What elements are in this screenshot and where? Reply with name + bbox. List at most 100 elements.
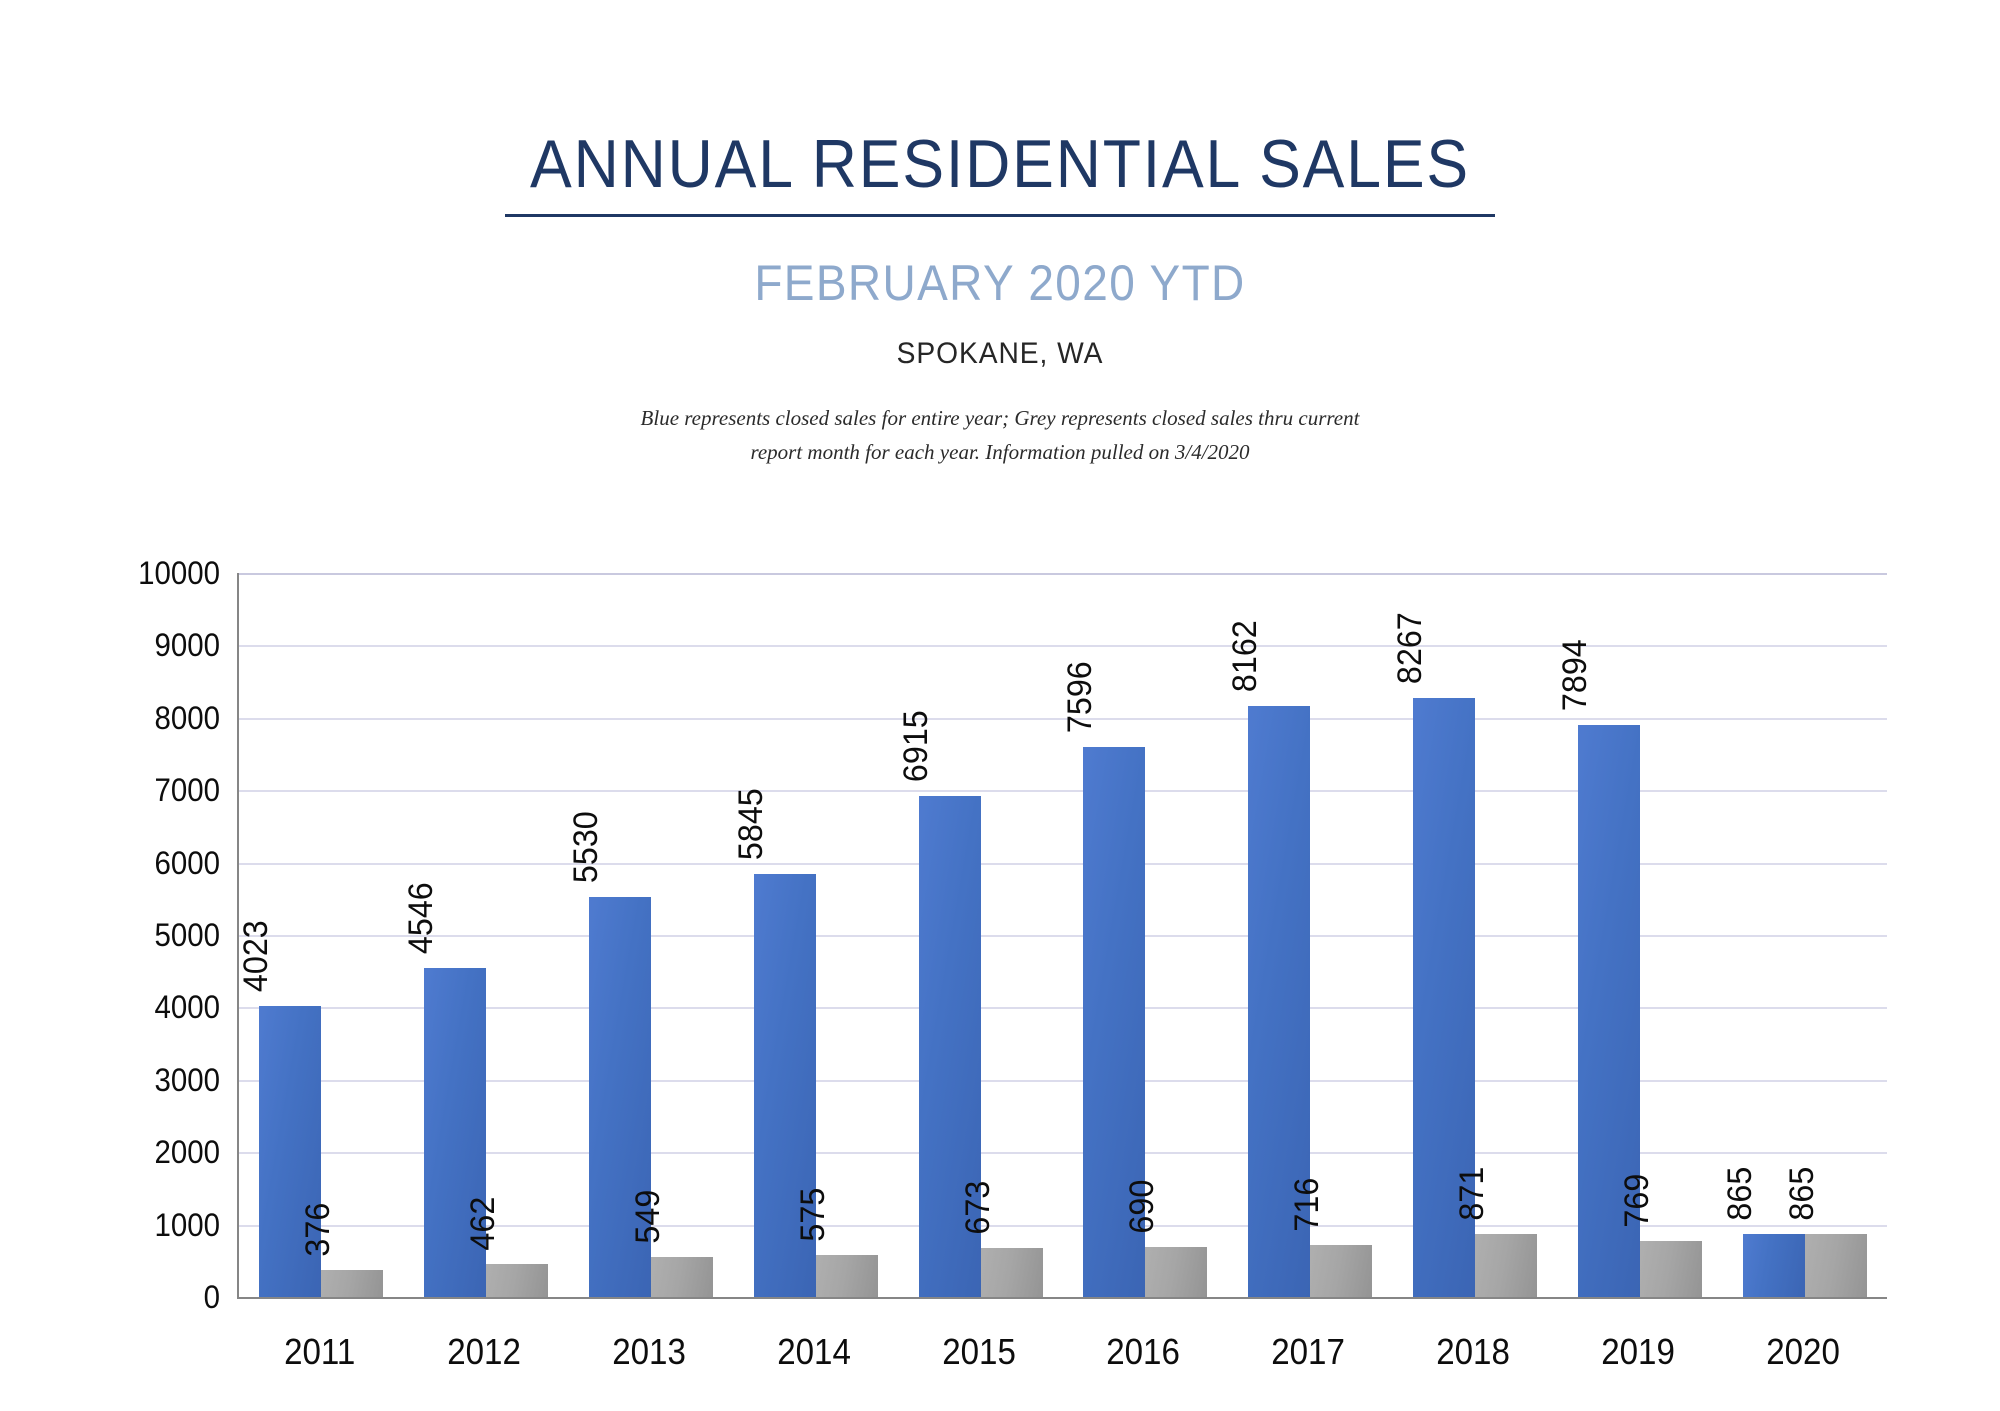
bar-group-2018: 8267 871 — [1391, 573, 1558, 1297]
gridline — [239, 1152, 1887, 1155]
gridline — [239, 1007, 1887, 1010]
bar-value-label: 376 — [299, 1202, 338, 1257]
bar-2018-series-1[interactable]: 8267 — [1391, 613, 1475, 1297]
x-axis-tick-2017: 2017 — [1271, 1331, 1346, 1372]
x-axis-tick-2018: 2018 — [1436, 1331, 1510, 1372]
bar-slot: 769 — [1618, 573, 1702, 1297]
bar-2019-series-2[interactable]: 769 — [1618, 1174, 1702, 1297]
bar-2013-series-1[interactable]: 5530 — [567, 811, 651, 1297]
bar-2015-series-2[interactable]: 673 — [959, 1181, 1043, 1297]
bar-value-label: 4546 — [402, 882, 441, 954]
y-axis-tick-label: 9000 — [154, 627, 220, 664]
plot-area: 4023 376 4546 462 5530 549 5845 575 6915 673 7596 6… — [237, 573, 1887, 1299]
y-axis-tick-label: 4000 — [154, 989, 220, 1026]
bar-2012-series-1[interactable]: 4546 — [402, 882, 487, 1297]
gridline — [239, 862, 1887, 865]
bar-2019-series-1[interactable]: 7894 — [1556, 640, 1640, 1297]
bar-group-2013: 5530 549 — [567, 573, 734, 1297]
y-axis-tick-label: 8000 — [154, 699, 220, 736]
x-axis-tick-2016: 2016 — [1106, 1331, 1181, 1372]
bar-slot: 376 — [299, 573, 384, 1297]
bar-value-label: 865 — [1782, 1167, 1821, 1221]
bar-2016-series-2[interactable]: 690 — [1123, 1180, 1208, 1297]
bar-2011-series-1[interactable]: 4023 — [237, 920, 322, 1297]
x-axis-tick-2015: 2015 — [941, 1331, 1016, 1372]
bar-2014-series-1[interactable]: 5845 — [732, 788, 816, 1297]
bar-value-label: 865 — [1720, 1167, 1759, 1221]
chart-note-line-1: Blue represents closed sales for entire … — [640, 406, 1360, 430]
gridline — [239, 645, 1887, 648]
bar-slot: 8162 — [1226, 573, 1311, 1297]
bar-group-2016: 7596 690 — [1061, 573, 1228, 1297]
bar-slot: 5530 — [567, 573, 651, 1297]
bar-value-label: 673 — [958, 1180, 997, 1235]
bar-value-label: 5530 — [566, 810, 605, 883]
bar-slot: 5845 — [732, 573, 816, 1297]
bar-2015-series-1[interactable]: 6915 — [897, 711, 981, 1297]
x-axis-tick-2019: 2019 — [1600, 1331, 1675, 1372]
x-axis-tick-2013: 2013 — [612, 1331, 686, 1372]
bar-slot: 871 — [1453, 573, 1537, 1297]
y-axis-tick-label: 3000 — [154, 1061, 220, 1098]
bar-value-label: 6915 — [896, 710, 935, 783]
x-axis-tick-2020: 2020 — [1765, 1331, 1840, 1372]
y-axis-tick-label: 5000 — [154, 917, 220, 953]
bar-value-label: 575 — [793, 1188, 832, 1242]
gridline — [239, 717, 1887, 720]
bar-2012-series-2[interactable]: 462 — [464, 1196, 549, 1297]
y-axis-tick-label: 10000 — [138, 555, 220, 591]
title-underline-rule — [505, 214, 1495, 217]
bar-value-label: 716 — [1288, 1177, 1327, 1232]
bar-group-2011: 4023 376 — [237, 573, 404, 1297]
bar-2011-series-2[interactable]: 376 — [299, 1202, 384, 1297]
x-axis: 2011 2012 2013 2014 2015 2016 2017 2018 2019 2020 — [237, 1332, 1885, 1372]
bar-group-2012: 4546 462 — [402, 573, 569, 1297]
x-axis-tick-2011: 2011 — [283, 1331, 356, 1372]
bar-value-label: 690 — [1123, 1179, 1162, 1234]
y-axis-tick-label: 1000 — [154, 1206, 220, 1243]
bar-slot: 7596 — [1061, 573, 1146, 1297]
bar-slot: 549 — [629, 573, 713, 1297]
bar-2016-series-1[interactable]: 7596 — [1061, 661, 1146, 1297]
gridline — [239, 790, 1887, 793]
bar-2017-series-2[interactable]: 716 — [1288, 1178, 1373, 1297]
bar-value-label: 5845 — [731, 788, 770, 860]
bar-group-2015: 6915 673 — [897, 573, 1063, 1297]
bar-value-label: 549 — [628, 1189, 667, 1244]
y-axis-tick-label: 7000 — [154, 772, 220, 809]
bar-group-2017: 8162 716 — [1226, 573, 1393, 1297]
bar-value-label: 8267 — [1390, 612, 1429, 685]
bar-slot: 575 — [794, 573, 878, 1297]
bar-group-2020: 865 865 — [1721, 573, 1887, 1297]
bar-value-label: 769 — [1617, 1174, 1656, 1228]
bar-slot: 462 — [464, 573, 549, 1297]
x-axis-tick-2012: 2012 — [447, 1331, 522, 1372]
bar-value-label: 4023 — [237, 920, 276, 992]
gridline — [239, 1224, 1887, 1227]
bar-slot: 865 — [1721, 573, 1805, 1297]
bar-value-label: 8162 — [1226, 620, 1265, 693]
bar-slot: 690 — [1123, 573, 1208, 1297]
gridline — [239, 1079, 1887, 1082]
bar-group-2019: 7894 769 — [1556, 573, 1722, 1297]
page-subtitle: FEBRUARY 2020 YTD — [754, 255, 1246, 311]
bar-2017-series-1[interactable]: 8162 — [1226, 620, 1311, 1297]
page-title: ANNUAL RESIDENTIAL SALES — [530, 126, 1470, 202]
bar-value-label: 7596 — [1061, 661, 1100, 734]
y-axis-tick-label: 2000 — [154, 1134, 220, 1171]
bar-slot: 673 — [959, 573, 1043, 1297]
bar-2020-series-1[interactable]: 865 — [1721, 1167, 1805, 1297]
bar-2018-series-2[interactable]: 871 — [1453, 1167, 1537, 1297]
chart-header: ANNUAL RESIDENTIAL SALES FEBRUARY 2020 Y… — [0, 0, 2000, 469]
bar-chart: 10000 9000 8000 7000 6000 5000 4000 3000 2000 100… — [0, 540, 2000, 1372]
bar-value-label: 7894 — [1555, 639, 1594, 712]
y-axis-tick-label: 6000 — [154, 844, 220, 881]
page-location: SPOKANE, WA — [896, 337, 1104, 370]
bar-slot: 716 — [1288, 573, 1373, 1297]
bar-2014-series-2[interactable]: 575 — [794, 1188, 878, 1297]
bar-2013-series-2[interactable]: 549 — [629, 1190, 713, 1297]
bar-value-label: 462 — [464, 1196, 503, 1251]
chart-note: Blue represents closed sales for entire … — [620, 371, 1380, 469]
bar-2020-series-2[interactable]: 865 — [1783, 1167, 1867, 1297]
